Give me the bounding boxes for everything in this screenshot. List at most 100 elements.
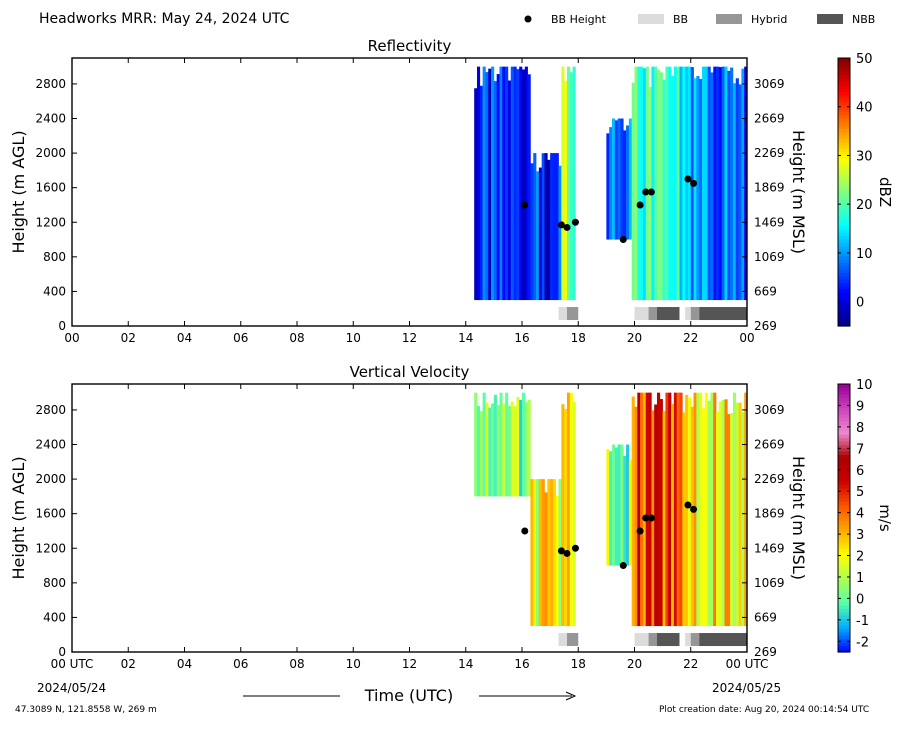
x-tick-label: 04 xyxy=(177,657,192,671)
colorbar-segment xyxy=(838,88,850,93)
colorbar-segment xyxy=(838,78,850,83)
colorbar-tick-label: 2 xyxy=(856,550,864,565)
colorbar-segment xyxy=(838,104,850,109)
precip-column xyxy=(713,392,717,627)
bb-height-marker xyxy=(647,514,655,522)
x-tick-label: 00 UTC xyxy=(726,657,769,671)
colorbar-segment xyxy=(838,601,850,606)
legend-swatch-hybrid xyxy=(716,14,742,24)
precip-column xyxy=(524,66,528,301)
y-tick-label-right: 2669 xyxy=(754,112,785,126)
bb-height-marker xyxy=(571,218,579,226)
colorbar-segment xyxy=(838,638,850,643)
x-tick-label: 00 xyxy=(64,331,79,345)
bb-height-marker xyxy=(571,544,579,552)
precip-column xyxy=(623,130,627,240)
precip-column xyxy=(567,66,571,301)
colorbar-segment xyxy=(838,235,850,240)
bb-height-marker xyxy=(521,201,529,209)
colorbar-segment xyxy=(838,121,850,126)
precip-column xyxy=(707,66,711,301)
colorbar-segment xyxy=(838,387,850,392)
colorbar-segment xyxy=(838,407,850,412)
precip-column xyxy=(634,66,638,301)
precip-column xyxy=(724,66,728,301)
colorbar-segment xyxy=(838,618,850,623)
colorbar-segment xyxy=(838,645,850,650)
bb-class-nbb xyxy=(699,633,747,647)
precip-column xyxy=(614,447,618,566)
precip-column xyxy=(668,66,672,301)
precip-column xyxy=(544,153,548,301)
colorbar-segment xyxy=(838,497,850,502)
bb-class-bb xyxy=(558,633,567,647)
precip-column xyxy=(499,66,503,301)
colorbar-segment xyxy=(838,581,850,586)
precip-column xyxy=(668,392,672,627)
colorbar-segment xyxy=(838,528,850,532)
precip-column xyxy=(479,411,483,497)
colorbar-segment xyxy=(838,561,850,566)
colorbar-segment xyxy=(838,212,850,217)
colorbar-segment xyxy=(838,611,850,616)
colorbar-segment xyxy=(838,98,850,103)
precip-column xyxy=(738,402,742,627)
colorbar-segment xyxy=(838,531,850,536)
bb-class-bb xyxy=(634,307,649,321)
y-tick-label-right: 1869 xyxy=(754,507,785,521)
precip-column xyxy=(527,399,531,497)
precip-column xyxy=(634,406,638,627)
colorbar-segment xyxy=(838,255,850,260)
colorbar-segment xyxy=(838,591,850,596)
precip-column xyxy=(654,404,658,627)
x-tick-label: 10 xyxy=(346,331,361,345)
y-tick-label-right: 269 xyxy=(754,319,777,333)
colorbar-segment xyxy=(838,232,850,237)
colorbar-tick-label: 8 xyxy=(856,421,864,436)
colorbar-segment xyxy=(838,568,850,573)
y-tick-label-right: 1869 xyxy=(754,181,785,195)
precip-column xyxy=(651,66,655,301)
colorbar-segment xyxy=(838,648,850,653)
precip-column xyxy=(522,69,526,301)
colorbar-segment xyxy=(838,544,850,549)
y-tick-label-left: 0 xyxy=(58,645,66,659)
colorbar-segment xyxy=(838,554,850,559)
y-tick-label-right: 1469 xyxy=(754,541,785,555)
colorbar-segment xyxy=(838,178,850,183)
colorbar-tick-label: 5 xyxy=(856,485,864,500)
precip-column xyxy=(550,153,554,301)
precip-column xyxy=(741,411,745,627)
precip-column xyxy=(682,66,686,301)
colorbar-segment xyxy=(838,151,850,156)
colorbar-segment xyxy=(838,551,850,556)
precip-column xyxy=(606,449,610,566)
colorbar-segment xyxy=(838,595,850,599)
bb-height-marker xyxy=(557,547,565,555)
colorbar-segment xyxy=(838,481,850,486)
precip-column xyxy=(547,159,551,301)
precip-column xyxy=(482,392,486,497)
precip-column xyxy=(499,392,503,497)
colorbar-tick-label: 4 xyxy=(856,507,864,522)
precip-column xyxy=(718,401,722,627)
precip-column xyxy=(623,455,627,566)
precip-column xyxy=(713,66,717,301)
colorbar-segment xyxy=(838,242,850,247)
colorbar-segment xyxy=(838,631,850,636)
colorbar-segment xyxy=(838,125,850,129)
precip-column xyxy=(541,479,545,627)
colorbar-tick-label: 50 xyxy=(856,52,873,67)
colorbar-segment xyxy=(838,424,850,429)
colorbar-segment xyxy=(838,108,850,113)
y-tick-label-right: 669 xyxy=(754,284,777,298)
colorbar-tick-label: 3 xyxy=(856,528,864,543)
colorbar-segment xyxy=(838,165,850,170)
precip-column xyxy=(687,66,692,301)
precip-column xyxy=(732,83,737,301)
precip-column xyxy=(626,125,630,240)
colorbar-tick-label: 10 xyxy=(856,378,873,393)
x-tick-label: 02 xyxy=(121,657,136,671)
precip-column xyxy=(502,66,506,301)
